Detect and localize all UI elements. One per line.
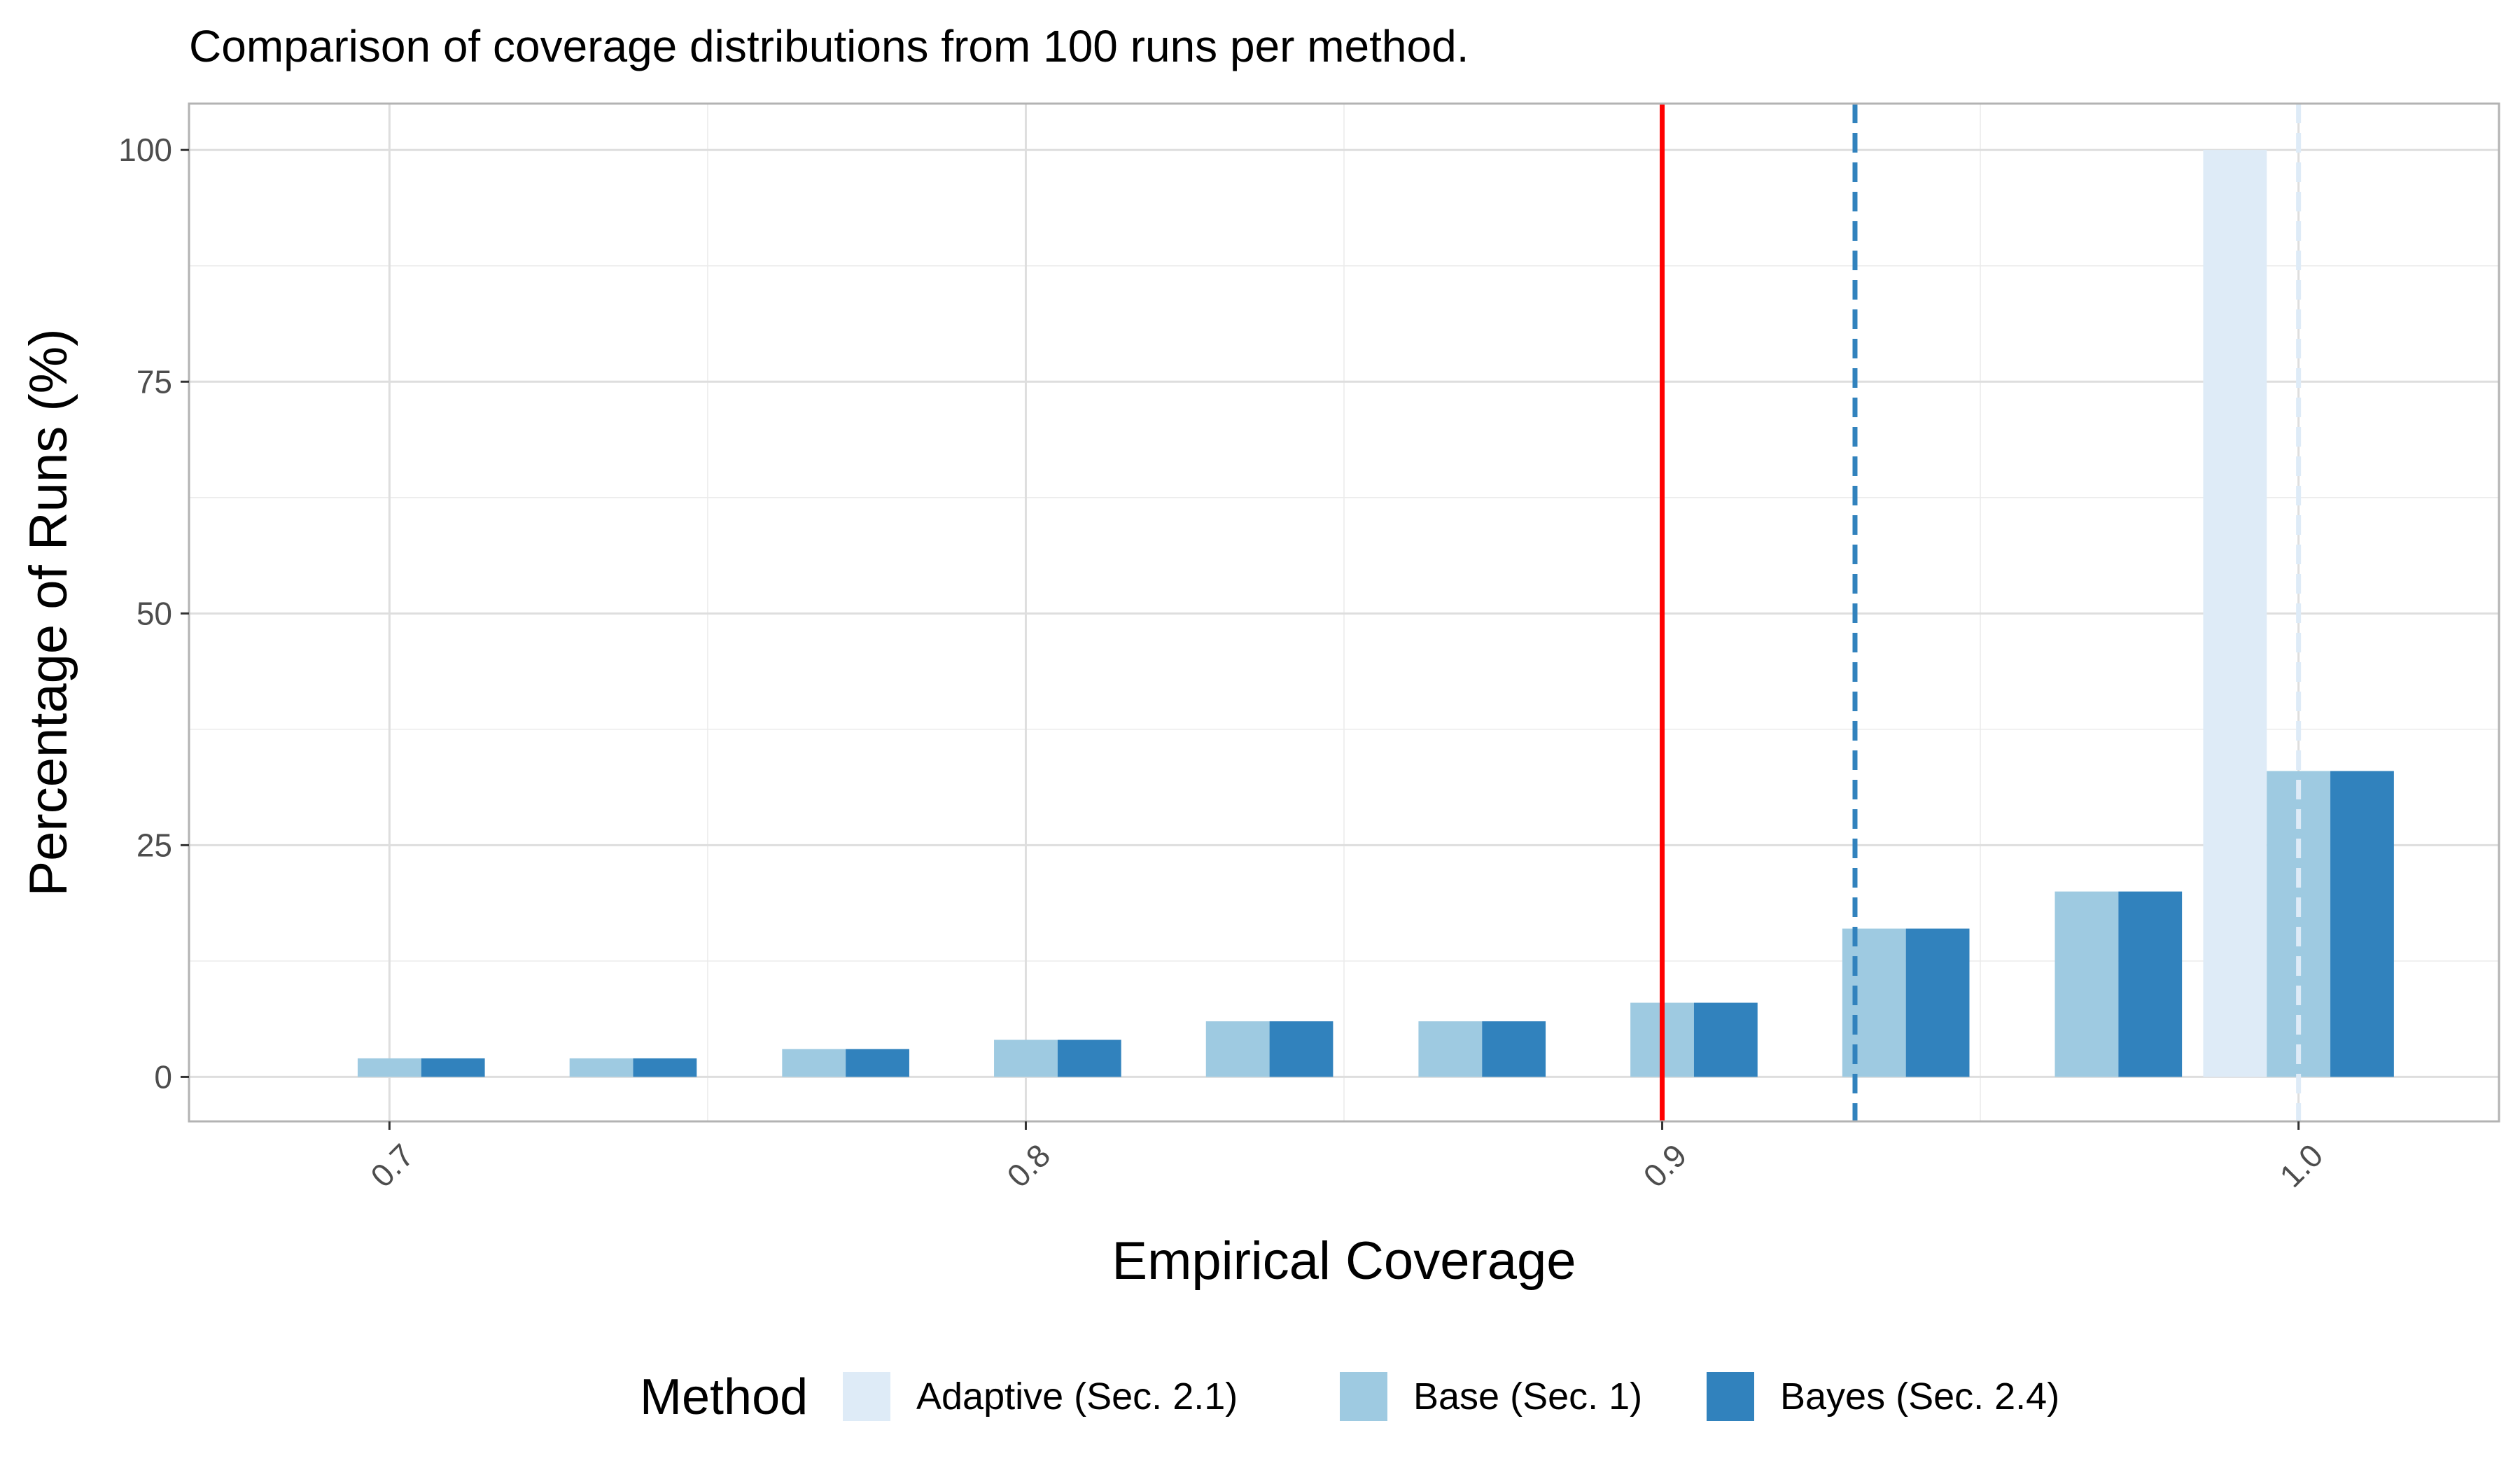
- bar: [1418, 1021, 1483, 1077]
- y-tick-label: 100: [118, 132, 172, 168]
- y-axis-title: Percentage of Runs (%): [19, 328, 78, 896]
- x-axis-title: Empirical Coverage: [1112, 1231, 1576, 1291]
- bar: [1057, 1040, 1121, 1077]
- y-axis-ticks: 0 25 50 75 100: [118, 132, 189, 1095]
- legend-swatch: [843, 1372, 890, 1421]
- bar: [2330, 771, 2394, 1077]
- bar: [1269, 1021, 1334, 1077]
- bar: [2203, 150, 2267, 1077]
- legend: Method Adaptive (Sec. 2.1) Base (Sec. 1) B…: [640, 1369, 2059, 1425]
- bar: [633, 1058, 697, 1077]
- y-tick-label: 75: [136, 363, 172, 400]
- y-tick-label: 0: [154, 1058, 172, 1095]
- legend-item: Bayes (Sec. 2.4): [1707, 1372, 2059, 1421]
- bar: [1905, 928, 1970, 1077]
- chart-title: Comparison of coverage distributions fro…: [189, 21, 1469, 71]
- legend-swatch: [1707, 1372, 1754, 1421]
- bar: [1693, 1002, 1758, 1077]
- legend-items: Adaptive (Sec. 2.1) Base (Sec. 1) Bayes (S…: [843, 1372, 2059, 1421]
- legend-label: Bayes (Sec. 2.4): [1780, 1376, 2059, 1418]
- y-tick-label: 50: [136, 595, 172, 631]
- bar: [421, 1058, 485, 1077]
- bar: [782, 1049, 846, 1077]
- legend-label: Base (Sec. 1): [1413, 1376, 1642, 1418]
- bar: [2054, 891, 2119, 1077]
- bar: [2118, 891, 2183, 1077]
- bar: [569, 1058, 634, 1077]
- legend-title: Method: [640, 1369, 808, 1425]
- bar: [1482, 1021, 1546, 1077]
- bar: [1205, 1021, 1270, 1077]
- bar: [994, 1040, 1058, 1077]
- bar: [846, 1049, 909, 1077]
- legend-item: Adaptive (Sec. 2.1): [843, 1372, 1238, 1421]
- bar: [1842, 928, 1906, 1077]
- reference-lines: [1660, 104, 2302, 1121]
- legend-item: Base (Sec. 1): [1340, 1372, 1642, 1421]
- legend-swatch: [1340, 1372, 1387, 1421]
- legend-label: Adaptive (Sec. 2.1): [916, 1376, 1238, 1418]
- bar: [357, 1058, 421, 1077]
- y-tick-label: 25: [136, 827, 172, 863]
